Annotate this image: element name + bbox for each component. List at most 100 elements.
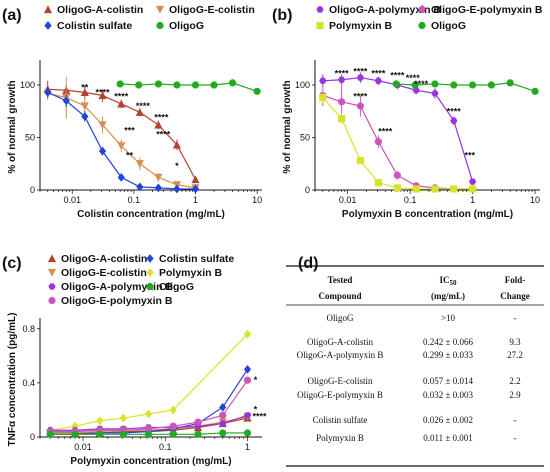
legend-marker xyxy=(146,254,154,263)
data-point xyxy=(431,80,439,88)
legend-marker xyxy=(48,283,56,290)
y-tick-label: 50 xyxy=(25,133,35,143)
legend-entry: OligoG xyxy=(146,281,194,293)
significance-label: **** xyxy=(414,79,429,89)
significance-label: **** xyxy=(154,113,169,123)
data-point xyxy=(210,81,218,89)
data-point xyxy=(173,184,181,194)
series-colistin-sulfate xyxy=(44,87,200,194)
data-point xyxy=(154,120,163,129)
x-tick-label: 1 xyxy=(245,442,250,452)
data-point xyxy=(450,81,458,89)
data-point xyxy=(135,81,143,89)
data-point xyxy=(374,138,382,146)
data-point xyxy=(136,182,144,192)
data-point xyxy=(194,418,202,426)
table-cell: OligoG-E-colistin xyxy=(308,376,373,386)
table-cell: 27.2 xyxy=(507,350,523,360)
data-point xyxy=(119,413,128,423)
data-point xyxy=(412,87,420,94)
legend-marker xyxy=(155,5,165,14)
table-row: OligoG-A-polymyxin B 0.299 ± 0.033 27.2 xyxy=(297,350,523,360)
significance-label: **** xyxy=(353,67,368,77)
data-point xyxy=(62,96,70,106)
legend-entry: OligoG-A-colistin xyxy=(43,4,143,16)
significance-label: **** xyxy=(253,411,268,421)
data-point xyxy=(135,160,144,168)
data-point xyxy=(154,80,162,88)
data-point xyxy=(117,173,125,182)
x-tick-label: 0.01 xyxy=(63,195,81,205)
data-point xyxy=(194,430,202,438)
header-fold-2: Change xyxy=(500,291,530,301)
data-point xyxy=(392,80,400,88)
data-point xyxy=(243,329,252,339)
legend-label: OligoG-E-polymyxin B xyxy=(61,295,173,307)
data-point xyxy=(96,416,104,426)
data-point xyxy=(243,364,252,374)
data-point xyxy=(117,142,126,150)
table-cell: Colistin sulfate xyxy=(313,415,368,425)
data-point xyxy=(44,87,52,97)
series-polymyxin-b xyxy=(319,92,477,193)
data-point xyxy=(98,121,107,129)
legend-label: OligoG-E-colistin xyxy=(169,4,255,16)
table-rows: OligoG >10 - OligoG-A-colistin 0.242 ± 0.066… xyxy=(297,313,523,443)
data-point xyxy=(243,429,252,437)
significance-label: **** xyxy=(371,69,386,79)
legend-entry: Colistin sulfate xyxy=(44,20,132,32)
data-point xyxy=(144,409,153,419)
data-point xyxy=(506,79,514,87)
table-cell: 0.299 ± 0.033 xyxy=(423,350,473,360)
header-ic50-1: IC50 xyxy=(439,275,457,287)
y-tick-label: 100 xyxy=(20,80,35,90)
data-point xyxy=(219,402,227,412)
x-tick-label: 0.01 xyxy=(339,195,357,205)
x-tick-label: 0.1 xyxy=(159,442,172,452)
panel-label-d: (d) xyxy=(298,255,318,272)
x-axis-label: Colistin concentration (mg/mL) xyxy=(77,209,225,220)
data-point xyxy=(96,430,104,438)
data-point xyxy=(46,430,54,438)
header-compound-2: Compound xyxy=(318,291,361,301)
table-cell: 0.057 ± 0.014 xyxy=(423,376,473,386)
significance-label: * xyxy=(254,405,258,415)
data-point xyxy=(71,430,79,438)
table-cell: 0.011 ± 0.001 xyxy=(423,433,473,443)
x-axis-label: Polymyxin B concentration (mg/mL) xyxy=(342,209,513,220)
significance-label: **** xyxy=(114,92,129,102)
table-cell: 2.9 xyxy=(509,390,521,400)
header-ic50-sub: 50 xyxy=(450,279,458,287)
legend-entry: OligoG-E-colistin xyxy=(155,4,255,16)
data-point xyxy=(468,81,477,89)
table-cell: - xyxy=(514,433,517,443)
data-point xyxy=(431,90,439,97)
legend-marker xyxy=(43,5,53,14)
legend-entry: OligoG-A-polymyxin B xyxy=(316,4,441,16)
header-compound-1: Tested xyxy=(328,275,353,285)
table-cell: OligoG-A-colistin xyxy=(307,337,373,347)
data-point xyxy=(374,77,382,84)
data-point xyxy=(117,99,126,108)
y-tick-label: 50 xyxy=(300,133,310,143)
data-point xyxy=(119,430,128,438)
series-line xyxy=(322,77,474,182)
legend-entry: OligoG xyxy=(418,20,466,32)
legend-marker xyxy=(48,296,56,305)
significance-label: **** xyxy=(406,73,421,83)
x-tick-label: 0.01 xyxy=(74,442,92,452)
data-point xyxy=(253,87,261,95)
significance-label: ** xyxy=(126,151,134,161)
data-point xyxy=(169,422,177,430)
legend-marker xyxy=(156,21,164,30)
legend-marker xyxy=(418,5,426,14)
header-ic50-ic: IC xyxy=(439,275,449,285)
significance-label: **** xyxy=(378,126,393,136)
series-oligog-e-polymyxin-b xyxy=(319,82,477,193)
legend-label: OligoG-E-polymyxin B xyxy=(431,4,543,16)
legend-marker xyxy=(47,254,57,263)
data-point xyxy=(191,175,200,184)
series-oligog-a-polymyxin-b xyxy=(319,72,477,185)
